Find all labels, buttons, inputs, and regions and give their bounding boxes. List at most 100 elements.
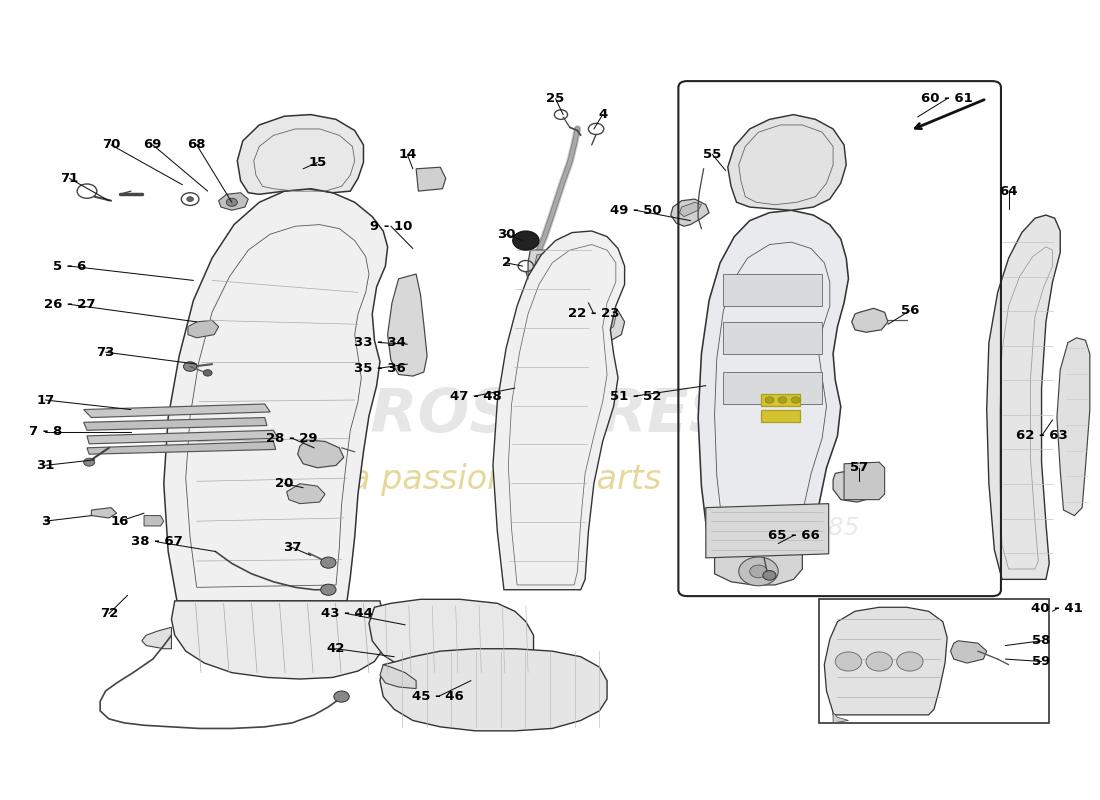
Text: 38 - 67: 38 - 67 — [131, 535, 183, 549]
Polygon shape — [706, 504, 828, 558]
Text: 9 - 10: 9 - 10 — [370, 220, 412, 233]
Text: 37: 37 — [283, 541, 301, 554]
Text: 26 - 27: 26 - 27 — [44, 298, 96, 311]
Text: 14: 14 — [398, 148, 417, 161]
Circle shape — [791, 397, 800, 403]
Polygon shape — [715, 550, 802, 585]
Polygon shape — [987, 215, 1060, 579]
Text: 31: 31 — [36, 459, 55, 472]
Text: 15: 15 — [308, 156, 327, 169]
Text: 72: 72 — [100, 607, 118, 620]
Text: 70: 70 — [102, 138, 120, 151]
Polygon shape — [84, 418, 267, 430]
Circle shape — [750, 565, 768, 578]
Text: 28 - 29: 28 - 29 — [266, 432, 318, 445]
Text: 3: 3 — [41, 514, 50, 528]
Text: 62 - 63: 62 - 63 — [1015, 430, 1067, 442]
Text: 30: 30 — [497, 228, 516, 241]
Circle shape — [778, 397, 786, 403]
Text: 45 - 46: 45 - 46 — [412, 690, 464, 703]
Text: 58: 58 — [1033, 634, 1050, 647]
Polygon shape — [528, 250, 572, 285]
Polygon shape — [833, 713, 848, 723]
Polygon shape — [164, 189, 387, 601]
Polygon shape — [238, 114, 363, 194]
Polygon shape — [851, 308, 888, 332]
Circle shape — [227, 198, 238, 206]
Circle shape — [896, 652, 923, 671]
Circle shape — [84, 458, 95, 466]
Polygon shape — [368, 599, 534, 679]
Text: 2: 2 — [502, 256, 510, 270]
Polygon shape — [493, 231, 625, 590]
Text: 33 - 34: 33 - 34 — [354, 336, 406, 349]
Polygon shape — [761, 394, 800, 406]
Text: 47 - 48: 47 - 48 — [450, 390, 502, 402]
Text: 42: 42 — [327, 642, 345, 655]
Polygon shape — [578, 306, 616, 334]
Polygon shape — [824, 607, 947, 715]
Text: 64: 64 — [1000, 185, 1018, 198]
Circle shape — [187, 197, 194, 202]
Text: 60 - 61: 60 - 61 — [922, 92, 974, 105]
Polygon shape — [87, 442, 276, 454]
Circle shape — [204, 370, 212, 376]
Polygon shape — [172, 601, 385, 679]
Polygon shape — [680, 202, 702, 217]
Text: 59: 59 — [1033, 655, 1050, 668]
Circle shape — [835, 652, 861, 671]
Polygon shape — [416, 167, 446, 191]
Text: 55: 55 — [703, 148, 722, 161]
Circle shape — [766, 397, 773, 403]
Text: 57: 57 — [850, 462, 869, 474]
Circle shape — [866, 652, 892, 671]
Text: 71: 71 — [60, 172, 78, 185]
Polygon shape — [728, 114, 846, 210]
Polygon shape — [298, 440, 343, 468]
Polygon shape — [142, 627, 172, 649]
Circle shape — [333, 691, 349, 702]
Text: 51 - 52: 51 - 52 — [609, 390, 661, 402]
Polygon shape — [724, 372, 822, 404]
Text: 7 - 8: 7 - 8 — [29, 426, 62, 438]
Polygon shape — [724, 274, 822, 306]
Polygon shape — [570, 300, 625, 344]
Polygon shape — [379, 665, 416, 689]
Text: 16: 16 — [111, 514, 129, 528]
Polygon shape — [87, 430, 278, 444]
Polygon shape — [84, 404, 271, 418]
Polygon shape — [383, 627, 416, 649]
Text: 25: 25 — [547, 92, 564, 105]
Circle shape — [321, 557, 336, 568]
Text: 56: 56 — [901, 304, 920, 318]
Text: 5 - 6: 5 - 6 — [53, 259, 86, 273]
Text: 69: 69 — [144, 138, 162, 151]
Text: a passion for parts: a passion for parts — [351, 463, 662, 496]
Bar — [818, 599, 1049, 723]
Polygon shape — [535, 253, 568, 277]
Polygon shape — [287, 484, 326, 504]
Polygon shape — [219, 193, 249, 210]
Circle shape — [763, 570, 776, 580]
Text: since 1985: since 1985 — [723, 515, 859, 539]
Text: 35 - 36: 35 - 36 — [354, 362, 406, 374]
Circle shape — [513, 231, 539, 250]
Text: 68: 68 — [187, 138, 206, 151]
Circle shape — [321, 584, 336, 595]
Text: EUROSPARES: EUROSPARES — [279, 386, 733, 446]
Polygon shape — [144, 515, 164, 526]
Polygon shape — [91, 508, 117, 518]
Polygon shape — [698, 210, 848, 550]
Polygon shape — [833, 470, 877, 502]
Text: 73: 73 — [97, 346, 114, 358]
Circle shape — [739, 557, 778, 586]
Polygon shape — [188, 320, 219, 338]
Polygon shape — [671, 199, 710, 226]
Text: 40 - 41: 40 - 41 — [1031, 602, 1082, 615]
Polygon shape — [379, 649, 607, 731]
Polygon shape — [387, 274, 427, 376]
Text: 20: 20 — [275, 478, 294, 490]
Text: 49 - 50: 49 - 50 — [609, 204, 661, 217]
Polygon shape — [724, 322, 822, 354]
Polygon shape — [844, 462, 884, 500]
